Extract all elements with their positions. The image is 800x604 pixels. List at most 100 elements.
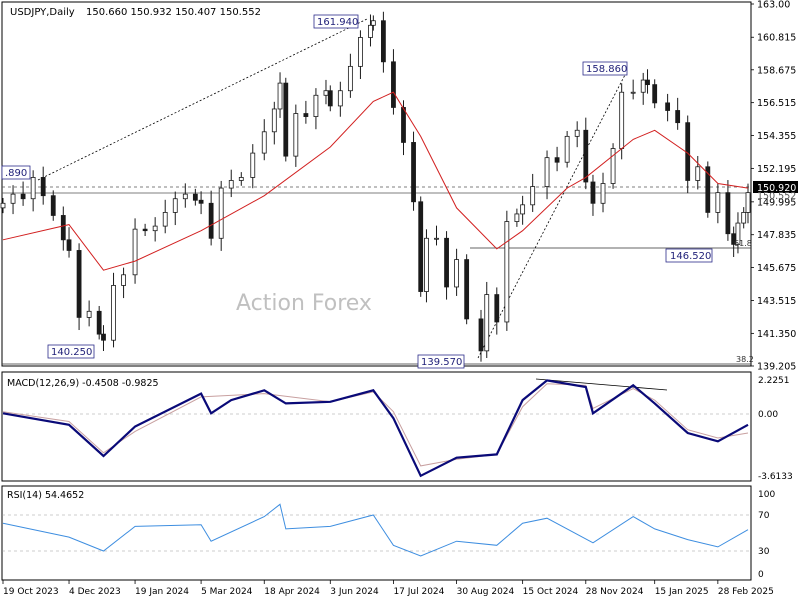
candle-body	[610, 148, 616, 184]
price-tick-label: 160.815	[757, 33, 796, 44]
macd-line	[2, 379, 749, 478]
candle-body	[745, 192, 751, 213]
candle-body	[327, 90, 333, 107]
candle-body	[370, 20, 376, 26]
candle-body	[520, 204, 526, 215]
candle-body	[544, 157, 550, 187]
candle-body	[484, 294, 490, 352]
candle-body	[391, 61, 396, 108]
chart-symbol: USDJPY,Daily	[10, 7, 75, 18]
candle-body	[142, 228, 148, 232]
candle-body	[695, 166, 701, 181]
candle-body	[619, 91, 625, 149]
price-tick-label: 147.835	[757, 230, 796, 241]
candle-body	[101, 333, 106, 341]
time-tick-label: 19 Jan 2024	[135, 587, 189, 597]
rsi-tick-0: 0	[758, 570, 764, 580]
candle-body	[40, 177, 46, 197]
candle-body	[277, 82, 283, 110]
time-tick-label: 19 Oct 2023	[3, 587, 59, 597]
candles	[0, 11, 751, 362]
current-price-value: 150.920	[757, 183, 796, 194]
candle-body	[323, 90, 329, 96]
time-tick-label: 15 Jan 2025	[655, 587, 709, 597]
candle-body	[478, 318, 484, 352]
candle-body	[705, 166, 711, 213]
macd-panel: MACD(12,26,9) -0.4508 -0.9825 2.2251 0.0…	[1, 371, 793, 482]
price-tick-label: 158.675	[757, 65, 796, 76]
watermark: Action Forex	[236, 291, 372, 316]
candle-body	[530, 186, 536, 206]
candle-body	[590, 181, 596, 204]
candle-body	[50, 195, 56, 216]
candle-body	[411, 142, 416, 203]
price-label-890: .890	[1, 165, 31, 180]
candle-body	[162, 212, 168, 227]
time-tick-label: 17 Jul 2024	[393, 587, 444, 597]
candle-body	[271, 108, 277, 133]
price-label-text: 139.570	[421, 357, 462, 368]
candle-body	[640, 79, 646, 93]
price-label-text: 146.520	[670, 251, 711, 262]
candle-body	[172, 198, 178, 213]
candle-body	[250, 152, 256, 178]
candle-body	[347, 65, 353, 92]
price-tick-labels: 163.00 160.815 158.675 156.515 154.355 152.19…	[751, 0, 796, 373]
time-tick-label: 15 Oct 2024	[523, 587, 579, 597]
candle-body	[368, 24, 373, 38]
macd-title: MACD(12,26,9) -0.4508 -0.9825	[7, 378, 159, 389]
rsi-line	[2, 503, 749, 557]
candle-body	[10, 193, 16, 204]
candle-body	[645, 79, 650, 86]
candle-body	[600, 183, 606, 204]
candle-body	[358, 37, 363, 67]
rsi-tick-70: 70	[758, 511, 770, 521]
candle-body	[630, 91, 636, 94]
candle-body	[675, 110, 681, 124]
macd-tick-zero: 0.00	[758, 410, 778, 420]
candle-body	[583, 129, 589, 183]
candle-body	[337, 90, 343, 107]
candle-body	[20, 193, 26, 200]
price-label-140-250: 140.250	[47, 344, 95, 359]
fib-label-38-2: 38.2	[736, 355, 754, 364]
macd-divergence-line	[535, 378, 668, 391]
price-tick-label: 143.515	[757, 296, 796, 307]
price-tick-label: 154.355	[757, 131, 796, 142]
price-tick-label: 163.00	[757, 0, 790, 11]
rsi-tick-30: 30	[758, 547, 770, 557]
candle-body	[504, 221, 510, 323]
moving-average-line	[2, 91, 749, 271]
candle-body	[424, 237, 429, 292]
candle-body	[303, 113, 309, 117]
candle-body	[454, 259, 460, 288]
time-tick-label: 30 Aug 2024	[457, 587, 515, 597]
candle-body	[192, 193, 198, 201]
macd-tick-bottom: -3.6133	[758, 472, 793, 482]
time-tick-label: 28 Nov 2024	[586, 587, 644, 597]
candle-body	[66, 239, 72, 251]
candle-body	[444, 237, 449, 288]
price-label-161-940: 161.940	[313, 14, 359, 29]
price-tick-label: 149.995	[757, 197, 796, 208]
candle-body	[293, 113, 299, 157]
candle-body	[218, 187, 224, 239]
candle-body	[574, 129, 580, 137]
price-label-text: 140.250	[51, 347, 92, 358]
candle-body	[208, 202, 214, 239]
time-axis: 19 Oct 2023 4 Dec 2023 19 Jan 2024 5 Mar 20…	[2, 580, 774, 597]
price-label-text: 161.940	[317, 17, 358, 28]
candle-body	[418, 201, 424, 292]
price-tick-label: 152.195	[757, 164, 796, 175]
time-tick-label: 3 Jun 2024	[330, 587, 379, 597]
candle-body	[554, 157, 560, 163]
price-label-139-570: 139.570	[417, 354, 465, 369]
candle-body	[238, 177, 244, 181]
rsi-title: RSI(14) 54.4652	[7, 490, 84, 501]
price-axis: 163.00 160.815 158.675 156.515 154.355 152.19…	[751, 0, 798, 373]
price-panel: USDJPY,Daily 150.660 150.932 150.407 150…	[0, 1, 754, 369]
candle-body	[86, 310, 92, 318]
candle-body	[228, 180, 234, 189]
price-tick-label: 156.515	[757, 98, 796, 109]
